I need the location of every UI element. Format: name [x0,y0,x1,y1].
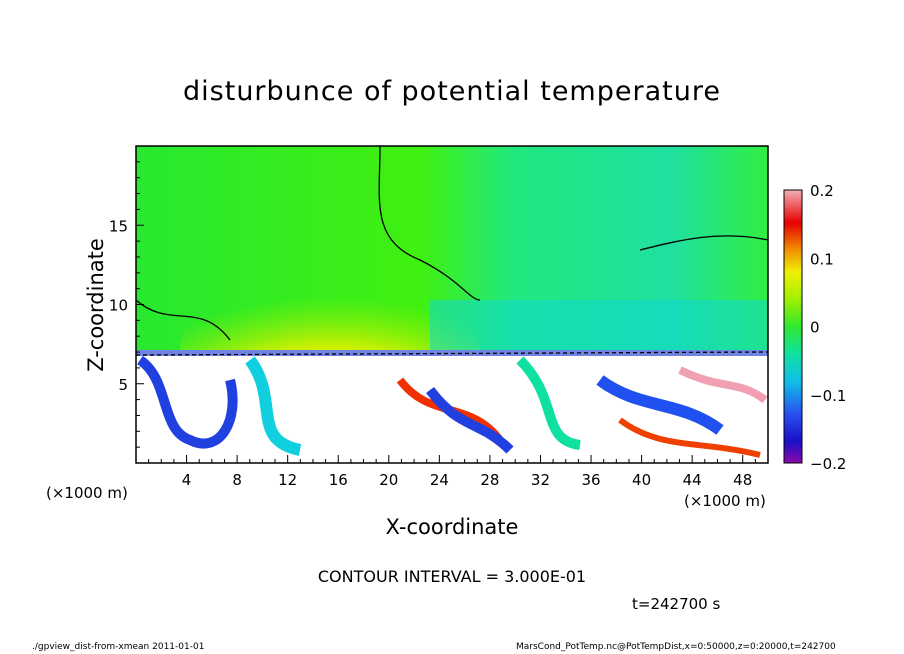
y-axis-label: Z-coordinate [84,238,108,372]
x-tick-label: 28 [480,471,499,489]
time-stamp: t=242700 s [632,595,721,613]
colorbar-tick-label: −0.1 [810,387,846,405]
y-tick-label: 15 [109,217,128,235]
x-unit-label-right: (×1000 m) [684,492,766,510]
x-unit-label-left: (×1000 m) [46,484,128,502]
colorbar [783,189,803,464]
colorbar-tick-label: 0 [810,319,820,337]
footer-script-info: ./gpview_dist-from-xmean 2011-01-01 [32,642,205,652]
x-tick-label: 4 [182,471,192,489]
heatmap-field [136,146,768,463]
y-axis: 5 10 15 [109,161,144,448]
colorbar-tick-label: 0.1 [810,250,834,268]
footer-data-source: MarsCond_PotTemp.nc@PotTempDist,x=0:5000… [516,642,836,652]
chart-title: disturbunce of potential temperature [183,76,721,107]
colorbar-tick-label: −0.2 [810,455,846,473]
x-tick-label: 36 [581,471,600,489]
x-axis: 4 8 12 16 20 24 28 32 36 40 44 48 [148,455,756,489]
x-tick-label: 16 [329,471,348,489]
x-axis-label: X-coordinate [385,515,519,539]
x-tick-label: 12 [278,471,297,489]
x-tick-label: 20 [379,471,398,489]
colorbar-tick-label: 0.2 [810,182,834,200]
x-tick-label: 44 [683,471,702,489]
x-tick-label: 8 [232,471,242,489]
x-tick-label: 40 [632,471,651,489]
contour-interval-note: CONTOUR INTERVAL = 3.000E-01 [317,567,587,586]
y-tick-label: 5 [118,376,128,394]
colorbar-axis: 0.2 0.1 0 −0.1 −0.2 [810,182,846,473]
x-tick-label: 48 [733,471,752,489]
x-tick-label: 32 [531,471,550,489]
y-tick-label: 10 [109,297,128,315]
x-tick-label: 24 [430,471,449,489]
